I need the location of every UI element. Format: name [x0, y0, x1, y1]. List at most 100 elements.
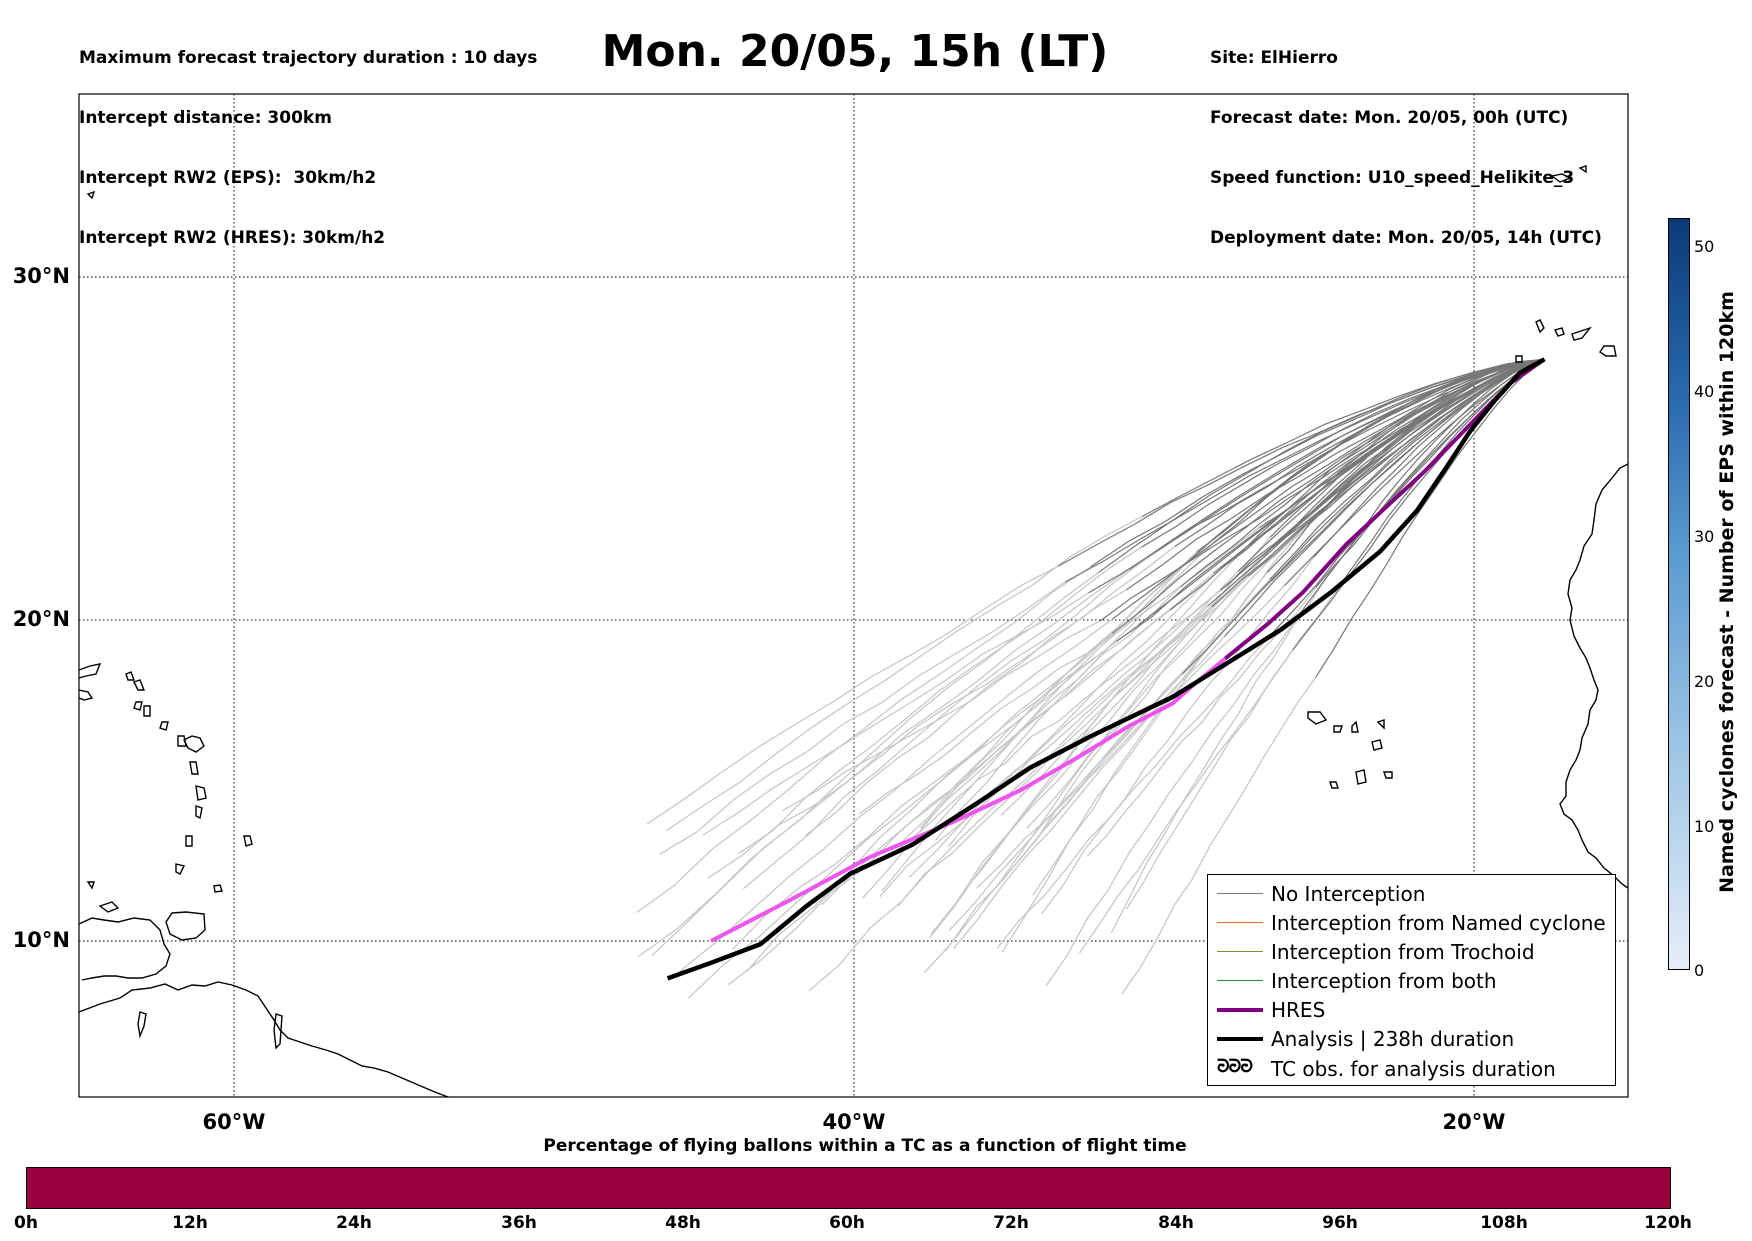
- coast-st-vincent: [185, 835, 193, 847]
- cyclone-symbol-icon: ᘒᘒᘒ: [1217, 1056, 1253, 1077]
- ensemble-member-late: [919, 586, 1181, 829]
- coast-island-c: [133, 701, 143, 711]
- legend-swatch: [1217, 951, 1263, 952]
- coast-barbados: [243, 835, 253, 847]
- colorbar-tick-20: 20: [1694, 672, 1715, 691]
- coast-island-a: [125, 671, 136, 681]
- ensemble-member-late: [742, 537, 1178, 890]
- ensemble-member-early: [1097, 358, 1545, 574]
- legend-label: TC obs. for analysis duration: [1271, 1057, 1556, 1081]
- header-info-right: Site: ElHierro Forecast date: Mon. 20/05…: [1210, 8, 1602, 268]
- bottom-colorbar-title: Percentage of flying ballons within a TC…: [543, 1136, 1187, 1156]
- info-intercept-distance: Intercept distance: 300km: [79, 108, 332, 128]
- ensemble-member-late: [1041, 556, 1315, 915]
- bottom-colorbar: [26, 1167, 1671, 1209]
- colorbar-tick-10: 10: [1694, 817, 1715, 836]
- ensemble-member-late: [1121, 677, 1317, 995]
- bottom-tick-84h: 84h: [1158, 1213, 1194, 1233]
- bottom-tick-120h: 120h: [1644, 1213, 1692, 1233]
- ensemble-member-late: [687, 640, 1117, 999]
- map-legend: No Interception Interception from Named …: [1207, 874, 1616, 1086]
- colorbar-tick-50: 50: [1694, 237, 1715, 256]
- ensemble-member-early: [1064, 358, 1545, 583]
- lon-label-20w: 20°W: [1442, 1110, 1506, 1134]
- coast-cape-verde-6: [1329, 781, 1339, 789]
- ensemble-member-early: [1294, 358, 1545, 621]
- coast-canary-1: [1535, 319, 1545, 334]
- legend-label: Interception from both: [1271, 969, 1497, 993]
- legend-item-analysis: Analysis | 238h duration: [1208, 1026, 1615, 1052]
- ensemble-member-late: [804, 545, 1176, 837]
- ensemble-member-late: [902, 551, 1198, 842]
- coast-canary-4: [1599, 345, 1617, 357]
- ensemble-member-late: [1026, 524, 1308, 829]
- ensemble-member-late: [1045, 619, 1296, 987]
- legend-item-trochoid: Interception from Trochoid: [1208, 939, 1615, 965]
- coast-madeira-2: [1578, 165, 1587, 174]
- ensemble-member-early: [1141, 358, 1545, 548]
- coast-guadeloupe: [183, 735, 205, 753]
- coast-canary-3: [1571, 326, 1593, 341]
- bottom-tick-36h: 36h: [501, 1213, 537, 1233]
- ensemble-member-late: [646, 565, 1059, 825]
- info-deployment-date: Deployment date: Mon. 20/05, 14h (UTC): [1210, 228, 1602, 248]
- legend-item-no-interception: No Interception: [1208, 881, 1615, 907]
- bottom-tick-12h: 12h: [172, 1213, 208, 1233]
- coast-island-f: [177, 735, 187, 747]
- ensemble-member-late: [1078, 649, 1294, 954]
- bottom-tick-72h: 72h: [993, 1213, 1029, 1233]
- legend-item-named-cyclone: Interception from Named cyclone: [1208, 910, 1615, 936]
- coast-puerto-rico: [79, 663, 102, 679]
- legend-swatch: [1217, 1008, 1263, 1012]
- analysis-track: [666, 357, 1546, 981]
- ensemble-member-late: [908, 585, 1228, 878]
- colorbar-tick-0: 0: [1694, 961, 1705, 980]
- coast-margarita: [98, 901, 120, 913]
- ensemble-member-early: [1088, 358, 1545, 594]
- ensemble-member-early: [1272, 358, 1545, 546]
- bottom-tick-96h: 96h: [1322, 1213, 1358, 1233]
- coast-hispaniola-tip: [79, 689, 94, 701]
- ensemble-member-early: [1270, 358, 1545, 636]
- coast-guyana-island-2: [273, 1013, 283, 1050]
- info-speed-function: Speed function: U10_speed_Helikite_3: [1210, 168, 1575, 188]
- ensemble-member-early: [1090, 358, 1545, 568]
- legend-label: Interception from Named cyclone: [1271, 911, 1606, 935]
- coast-antigua: [86, 190, 96, 200]
- legend-label: Interception from Trochoid: [1271, 940, 1535, 964]
- ensemble-member-late: [728, 609, 1171, 986]
- coast-grenada: [175, 863, 186, 875]
- coast-canary-2: [1553, 327, 1565, 337]
- bottom-tick-48h: 48h: [665, 1213, 701, 1233]
- coast-canary-5: [1515, 355, 1523, 363]
- coast-guyana-island: [137, 1011, 147, 1039]
- ensemble-member-early: [1185, 358, 1545, 565]
- coast-north-venezuela: [79, 917, 171, 981]
- colorbar-named-cyclones: [1668, 218, 1690, 970]
- ensemble-member-late: [973, 557, 1236, 880]
- ensemble-member-early: [1128, 358, 1545, 571]
- bottom-tick-0h: 0h: [14, 1213, 38, 1233]
- ensemble-member-late: [976, 585, 1285, 889]
- main-tracks: [666, 357, 1546, 981]
- ensemble-member-late: [732, 624, 1139, 950]
- colorbar-tick-30: 30: [1694, 527, 1715, 546]
- coast-cape-verde-3: [1351, 720, 1359, 733]
- bottom-tick-108h: 108h: [1480, 1213, 1528, 1233]
- info-intercept-eps: Intercept RW2 (EPS): 30km/h2: [79, 168, 377, 188]
- legend-label: No Interception: [1271, 882, 1426, 906]
- legend-label: Analysis | 238h duration: [1271, 1027, 1515, 1051]
- lat-label-30n: 30°N: [12, 264, 70, 288]
- ensemble-member-early: [1237, 358, 1545, 573]
- gridlines: [79, 94, 1628, 1097]
- colorbar-tick-40: 40: [1694, 382, 1715, 401]
- coast-cape-verde-8: [1376, 719, 1385, 730]
- coast-tobago: [213, 884, 223, 893]
- coast-dominica: [189, 761, 199, 775]
- ensemble-member-late: [636, 566, 1091, 914]
- ensemble-member-late: [651, 572, 1099, 956]
- coast-africa: [1559, 463, 1628, 889]
- lat-label-20n: 20°N: [12, 607, 70, 631]
- header-info-left: Maximum forecast trajectory duration : 1…: [79, 8, 537, 268]
- lon-label-60w: 60°W: [202, 1110, 266, 1134]
